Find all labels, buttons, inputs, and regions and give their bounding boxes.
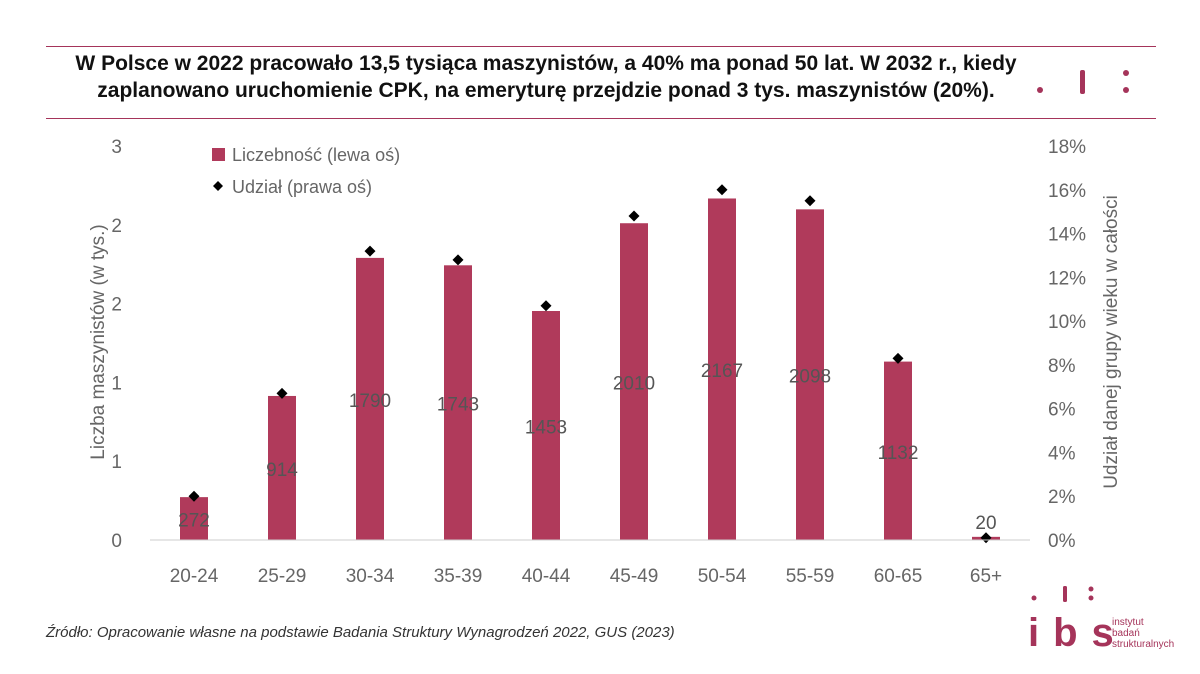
- y-right-tick-label: 14%: [1048, 225, 1086, 246]
- x-tick-label: 55-59: [786, 566, 835, 587]
- share-marker-30-34: [364, 245, 376, 257]
- bar-data-label: 2167: [701, 361, 743, 382]
- bar-35-39: [444, 265, 472, 540]
- bar-30-34: [356, 257, 384, 540]
- y-axis-label-left: Liczba maszynistów (w tys.): [88, 224, 109, 459]
- y-left-tick-label: 3: [111, 137, 122, 158]
- bar-50-54: [708, 198, 736, 540]
- share-marker-65+: [980, 532, 992, 544]
- y-left-tick-label: 1: [111, 373, 122, 394]
- logo-text: instytut badań strukturalnych: [1112, 617, 1174, 650]
- bar-data-label: 2010: [613, 374, 655, 395]
- y-left-tick-label: 0: [111, 531, 122, 552]
- y-left-tick-label: 1: [111, 452, 122, 473]
- y-right-tick-label: 0%: [1048, 531, 1076, 552]
- bar-25-29: [268, 395, 296, 540]
- chart-title: W Polsce w 2022 pracowało 13,5 tysiąca m…: [46, 50, 1046, 104]
- ibs-dots-logo-icon: [1037, 70, 1129, 94]
- title-bottom-rule: [46, 118, 1156, 119]
- bar-data-label: 1743: [437, 395, 479, 416]
- share-marker-60-65: [892, 352, 904, 364]
- bar-data-label: 1453: [525, 418, 567, 439]
- x-tick-label: 20-24: [170, 566, 219, 587]
- y-right-tick-label: 12%: [1048, 268, 1086, 289]
- bar-data-label: 20: [975, 513, 996, 534]
- x-tick-label: 35-39: [434, 566, 483, 587]
- share-marker-35-39: [452, 254, 464, 266]
- logo-wordmark: ibs: [1028, 611, 1128, 654]
- legend-swatch-diamond: [213, 181, 223, 191]
- y-right-tick-label: 8%: [1048, 356, 1076, 377]
- y-left-tick-label: 2: [111, 216, 122, 237]
- x-tick-label: 30-34: [346, 566, 395, 587]
- share-marker-40-44: [540, 300, 552, 312]
- y-right-tick-label: 4%: [1048, 443, 1076, 464]
- y-right-tick-label: 6%: [1048, 400, 1076, 421]
- y-axis-label-right: Udział danej grupy wieku w całości: [1101, 195, 1122, 489]
- x-tick-label: 50-54: [698, 566, 747, 587]
- bar-45-49: [620, 223, 648, 540]
- bar-data-label: 272: [178, 511, 210, 532]
- bar-data-label: 2098: [789, 367, 831, 388]
- ibs-logo-icon: ibs: [1028, 586, 1128, 654]
- bar-data-label: 1132: [878, 443, 919, 464]
- legend-swatch-bar: [212, 148, 225, 161]
- legend-label-count: Liczebność (lewa oś): [232, 145, 400, 165]
- y-right-tick-label: 16%: [1048, 181, 1086, 202]
- bar-20-24: [180, 497, 208, 540]
- y-right-tick-label: 10%: [1048, 312, 1086, 333]
- legend-label-share: Udział (prawa oś): [232, 177, 372, 197]
- bar-60-65: [884, 361, 912, 540]
- x-tick-label: 40-44: [522, 566, 571, 587]
- bar-55-59: [796, 209, 824, 540]
- x-tick-label: 60-65: [874, 566, 923, 587]
- x-tick-label: 65+: [970, 566, 1002, 587]
- bar-data-label: 914: [266, 460, 298, 481]
- title-top-rule: [46, 46, 1156, 47]
- source-note: Źródło: Opracowanie własne na podstawie …: [46, 624, 675, 641]
- title-line-2: zaplanowano uruchomienie CPK, na emerytu…: [97, 79, 995, 102]
- share-marker-50-54: [716, 184, 728, 196]
- share-marker-25-29: [276, 387, 288, 399]
- share-marker-45-49: [628, 210, 640, 222]
- y-left-tick-label: 2: [111, 295, 122, 316]
- title-line-1: W Polsce w 2022 pracowało 13,5 tysiąca m…: [75, 52, 1017, 75]
- logo-text-line-3: strukturalnych: [1112, 639, 1175, 650]
- y-right-tick-label: 2%: [1048, 487, 1076, 508]
- logo-text-line-2: badań: [1112, 628, 1140, 639]
- x-tick-label: 25-29: [258, 566, 307, 587]
- share-marker-55-59: [804, 195, 816, 207]
- bar-data-label: 1790: [349, 391, 391, 412]
- y-right-tick-label: 18%: [1048, 137, 1086, 158]
- logo-text-line-1: instytut: [1112, 617, 1144, 628]
- bar-40-44: [532, 311, 560, 540]
- share-marker-20-24: [188, 490, 200, 502]
- legend: Liczebność (lewa oś) Udział (prawa oś): [212, 145, 400, 197]
- x-tick-label: 45-49: [610, 566, 659, 587]
